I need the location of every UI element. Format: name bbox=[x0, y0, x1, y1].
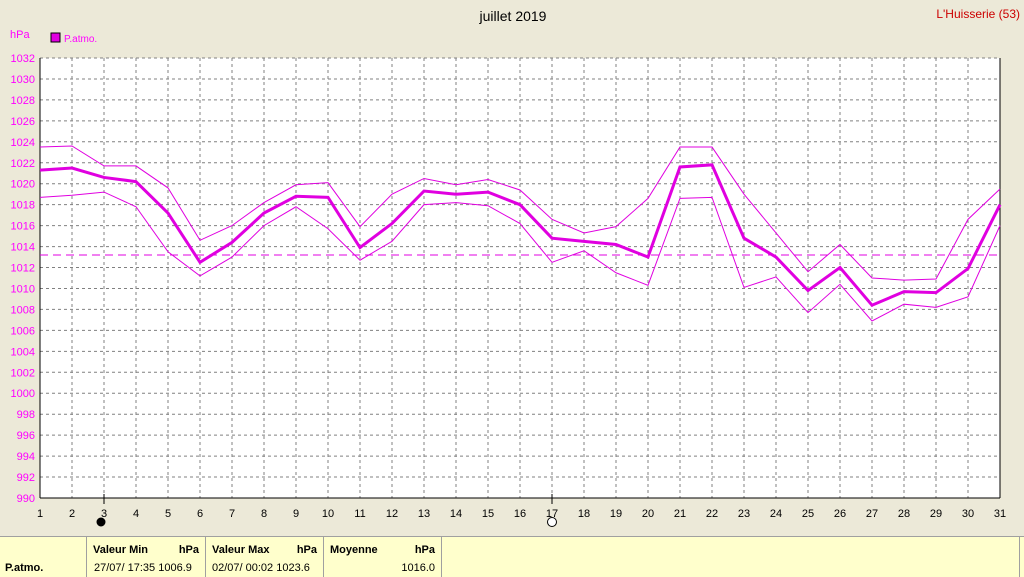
y-tick-label: 1028 bbox=[11, 95, 35, 107]
series-mean-line bbox=[39, 163, 1002, 308]
max-unit: hPa bbox=[296, 544, 317, 556]
x-tick-label: 15 bbox=[482, 508, 494, 520]
y-tick-label: 1004 bbox=[11, 346, 35, 358]
stats-footer: P.atmo. Valeur Min hPa 27/07/ 17:35 1006… bbox=[0, 536, 1024, 577]
x-tick-label: 25 bbox=[802, 508, 814, 520]
station-name: L'Huisserie (53) bbox=[936, 7, 1020, 21]
mean-header: Moyenne bbox=[330, 544, 378, 556]
y-tick-label: 1022 bbox=[11, 158, 35, 170]
filled-circle-marker bbox=[96, 517, 106, 527]
x-tick-label: 19 bbox=[610, 508, 622, 520]
x-tick-label: 1 bbox=[37, 508, 43, 520]
x-tick-label: 24 bbox=[770, 508, 782, 520]
x-tick-label: 4 bbox=[133, 508, 139, 520]
chart-title: juillet 2019 bbox=[479, 8, 547, 24]
x-tick-label: 6 bbox=[197, 508, 203, 520]
y-tick-label: 1002 bbox=[11, 367, 35, 379]
x-tick-label: 10 bbox=[322, 508, 334, 520]
y-tick-label: 1020 bbox=[11, 179, 35, 191]
y-tick-label: 1024 bbox=[11, 137, 35, 149]
open-circle-marker bbox=[547, 517, 557, 527]
x-tick-label: 16 bbox=[514, 508, 526, 520]
min-header: Valeur Min bbox=[93, 544, 149, 556]
grid bbox=[40, 57, 1000, 498]
x-tick-label: 8 bbox=[261, 508, 267, 520]
x-tick-label: 5 bbox=[165, 508, 171, 520]
footer-end-cell bbox=[1019, 537, 1024, 577]
x-tick-label: 7 bbox=[229, 508, 235, 520]
series-min-line bbox=[39, 191, 1001, 322]
footer-min-cell: Valeur Min hPa 27/07/ 17:35 1006.9 bbox=[87, 537, 206, 577]
x-tick-label: 11 bbox=[354, 508, 365, 520]
x-tick-label: 31 bbox=[994, 508, 1006, 520]
series-max-line bbox=[39, 145, 1001, 281]
x-tick-label: 29 bbox=[930, 508, 942, 520]
max-value: 02/07/ 00:02 1023.6 bbox=[212, 562, 310, 574]
x-tick-label: 12 bbox=[386, 508, 398, 520]
min-value: 27/07/ 17:35 1006.9 bbox=[94, 562, 192, 574]
legend-label: P.atmo. bbox=[64, 34, 97, 45]
footer-label-cell: P.atmo. bbox=[0, 537, 87, 577]
x-tick-label: 14 bbox=[450, 508, 462, 520]
y-unit-label: hPa bbox=[10, 29, 30, 41]
x-tick-label: 28 bbox=[898, 508, 910, 520]
x-tick-label: 3 bbox=[101, 508, 107, 520]
mean-value: 1016.0 bbox=[401, 562, 435, 574]
y-tick-label: 1030 bbox=[11, 74, 35, 86]
y-tick-label: 1008 bbox=[11, 304, 35, 316]
x-tick-label: 2 bbox=[69, 508, 75, 520]
x-tick-label: 21 bbox=[674, 508, 686, 520]
y-tick-label: 1026 bbox=[11, 116, 35, 128]
mean-unit: hPa bbox=[414, 544, 435, 556]
footer-mean-cell: Moyenne hPa 1016.0 bbox=[324, 537, 442, 577]
y-tick-label: 994 bbox=[17, 451, 35, 463]
y-tick-label: 1016 bbox=[11, 221, 35, 233]
y-tick-label: 1012 bbox=[11, 263, 35, 275]
x-tick-label: 22 bbox=[706, 508, 718, 520]
x-tick-label: 9 bbox=[293, 508, 299, 520]
x-tick-label: 17 bbox=[546, 508, 558, 520]
pressure-chart: juillet 2019 L'Huisserie (53) hPa P.atmo… bbox=[10, 7, 1021, 527]
y-tick-label: 1032 bbox=[11, 53, 35, 65]
y-tick-label: 996 bbox=[17, 430, 35, 442]
day-markers bbox=[96, 494, 557, 527]
y-tick-label: 990 bbox=[17, 493, 35, 505]
x-tick-label: 30 bbox=[962, 508, 974, 520]
x-tick-label: 20 bbox=[642, 508, 654, 520]
legend-swatch bbox=[50, 32, 61, 43]
y-tick-label: 1010 bbox=[11, 283, 35, 295]
x-tick-label: 13 bbox=[418, 508, 430, 520]
x-tick-label: 23 bbox=[738, 508, 750, 520]
y-tick-label: 1014 bbox=[11, 242, 35, 254]
y-tick-label: 992 bbox=[17, 472, 35, 484]
footer-max-cell: Valeur Max hPa 02/07/ 00:02 1023.6 bbox=[206, 537, 324, 577]
x-tick-label: 26 bbox=[834, 508, 846, 520]
axes: 9909929949969981000100210041006100810101… bbox=[11, 53, 1007, 520]
y-tick-label: 1000 bbox=[11, 388, 35, 400]
max-header: Valeur Max bbox=[212, 544, 270, 556]
min-unit: hPa bbox=[178, 544, 199, 556]
x-tick-label: 18 bbox=[578, 508, 590, 520]
x-tick-label: 27 bbox=[866, 508, 878, 520]
series-lines bbox=[39, 145, 1002, 322]
footer-row-label: P.atmo. bbox=[5, 562, 44, 574]
y-tick-label: 998 bbox=[17, 409, 35, 421]
y-tick-label: 1018 bbox=[11, 200, 35, 212]
y-tick-label: 1006 bbox=[11, 325, 35, 337]
